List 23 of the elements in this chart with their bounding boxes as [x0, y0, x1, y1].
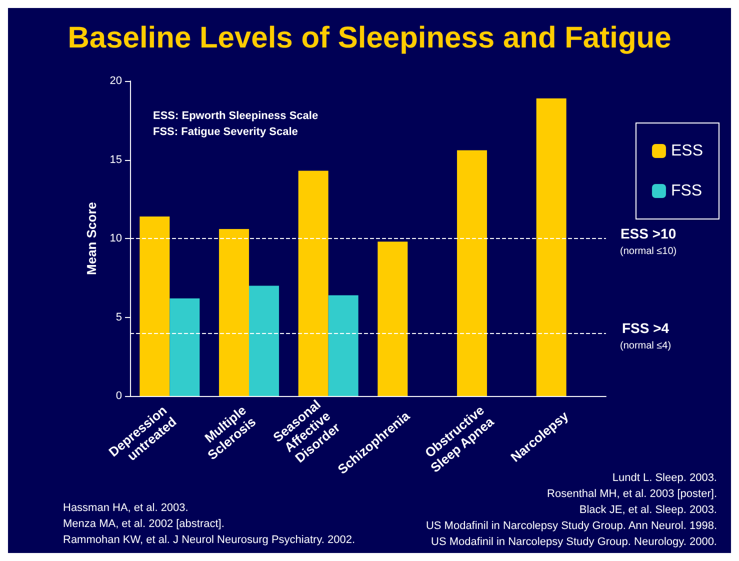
- bar: [249, 286, 279, 396]
- bar: [328, 295, 358, 396]
- bar: [378, 242, 408, 396]
- legend-label: FSS: [670, 182, 702, 200]
- y-tick-label: 10: [110, 232, 122, 244]
- y-axis-title: Mean Score: [84, 202, 99, 275]
- bar: [536, 98, 566, 396]
- y-tick-label: 0: [116, 390, 122, 402]
- y-tick-label: 20: [110, 75, 122, 87]
- y-tick-label: 15: [110, 154, 122, 166]
- bar: [298, 170, 328, 396]
- text: Hassman HA, et al. 2003. Menza MA, et al. 2002 [abstract]. Rammohan KW, et al. J Neurol Neurosurg Psychiatry. 2002.: [63, 502, 356, 546]
- y-tick-label: 5: [116, 311, 122, 324]
- annotation: ESS: Epworth Sleepiness Scale FSS: Fatigue Severity Scale: [153, 110, 318, 138]
- chart-title: Baseline Levels of Sleepiness and Fatigue: [68, 22, 672, 54]
- ref-line-label: ESS >10 (normal ≤10): [620, 226, 677, 257]
- bar: [140, 216, 170, 396]
- bar: [457, 150, 487, 396]
- ref-line-label: FSS >4 (normal ≤4): [620, 320, 672, 352]
- legend-label: ESS: [670, 142, 703, 160]
- text: Lundt L. Sleep. 2003. Rosenthal MH, et al. 2003 [poster]. Black JE, et al. Sleep. 2003. US Modafinil in Narcolepsy Study Group. Ann Neurol. 1998. US Modafinil in Narcolepsy Study Group. Neurology. 2000.: [426, 472, 717, 548]
- bar: [170, 298, 200, 396]
- bar: [219, 229, 249, 396]
